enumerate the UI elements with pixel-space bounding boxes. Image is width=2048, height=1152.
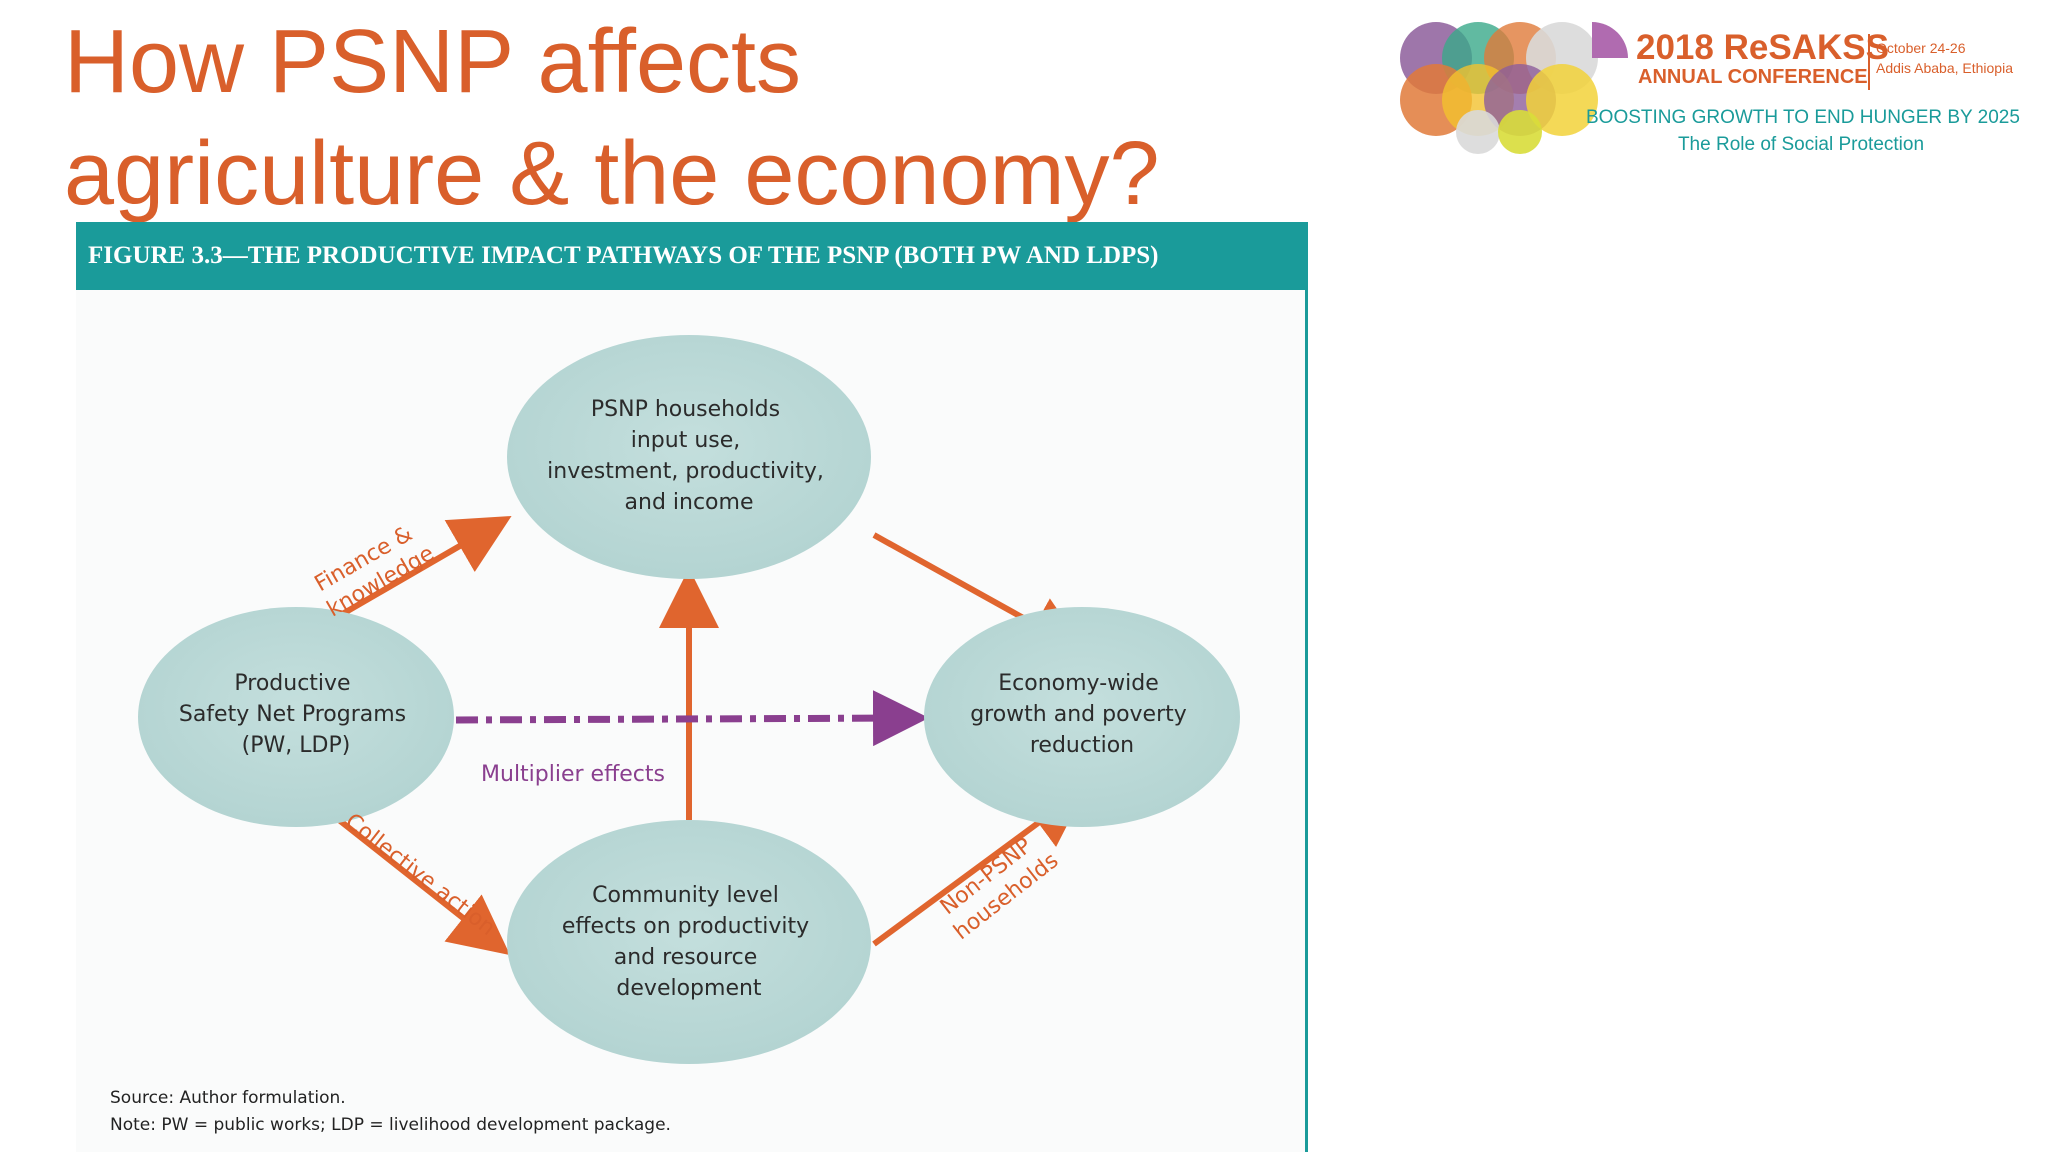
figure-header: FIGURE 3.3—THE PRODUCTIVE IMPACT PATHWAY… — [76, 222, 1308, 290]
logo-dates: October 24-26 Addis Ababa, Ethiopia — [1876, 38, 2013, 78]
node-community-level — [507, 820, 871, 1064]
logo-location-text: Addis Ababa, Ethiopia — [1876, 60, 2013, 76]
node-productive-safety-net-label: Productive Safety Net Programs (PW, LDP) — [179, 671, 413, 758]
slide-title: How PSNP affects agriculture & the econo… — [64, 6, 1344, 230]
figure-source: Source: Author formulation. — [110, 1088, 346, 1108]
node-community-level-label: Community level effects on productivity … — [562, 883, 816, 1001]
node-psnp-households-label: PSNP households input use, investment, p… — [547, 397, 831, 515]
figure-panel: FIGURE 3.3—THE PRODUCTIVE IMPACT PATHWAY… — [76, 222, 1308, 1152]
edge-label-collective-action: Collective action — [340, 809, 499, 941]
edge-multiplier — [455, 690, 929, 747]
logo-year-name: 2018 ReSAKSS — [1636, 28, 1889, 67]
resakss-logo-mark-icon — [1400, 22, 1628, 154]
edge-label-multiplier: Multiplier effects — [481, 762, 665, 787]
conference-logo: 2018 ReSAKSS ANNUAL CONFERENCE October 2… — [1396, 20, 2036, 160]
pathway-diagram: PSNP households input use, investment, p… — [138, 335, 1240, 1064]
node-economy-wide — [924, 607, 1240, 827]
edge-label-finance-knowledge: Finance & knowledge — [309, 517, 439, 623]
logo-subtagline: The Role of Social Protection — [1677, 134, 1925, 155]
logo-divider — [1868, 34, 1870, 90]
node-psnp-households — [507, 335, 871, 579]
logo-date-text: October 24-26 — [1876, 40, 1966, 56]
logo-annual: ANNUAL CONFERENCE — [1638, 66, 1868, 88]
node-economy-wide-label: Economy-wide growth and poverty reductio… — [970, 671, 1194, 758]
logo-tagline: BOOSTING GROWTH TO END HUNGER BY 2025 — [1586, 107, 2020, 128]
slide-title-line1: How PSNP affects — [64, 12, 802, 112]
slide-title-line2: agriculture & the economy? — [64, 124, 1160, 224]
node-productive-safety-net — [138, 607, 454, 827]
figure-note: Note: PW = public works; LDP = livelihoo… — [110, 1115, 671, 1135]
